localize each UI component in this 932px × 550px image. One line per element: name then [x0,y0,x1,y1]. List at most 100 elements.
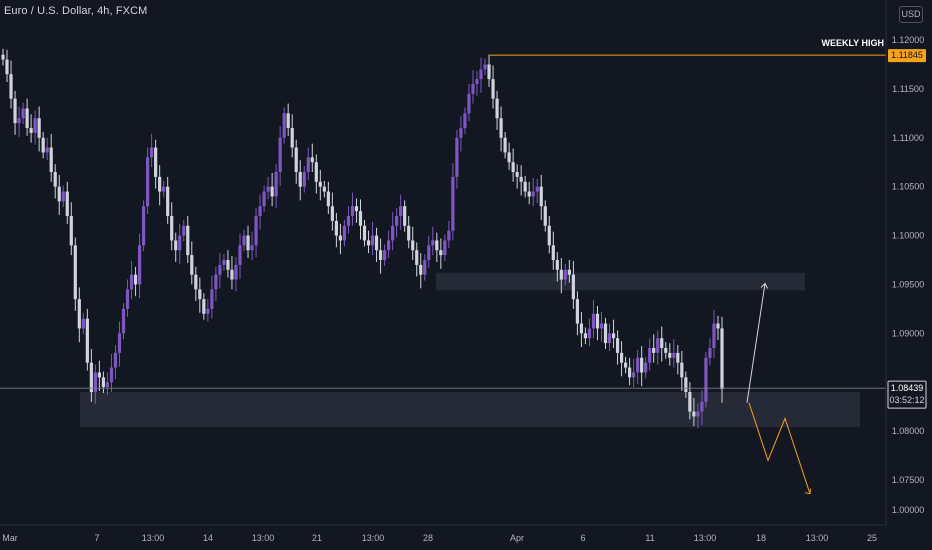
candle-body [81,318,85,329]
candle-body [350,206,355,216]
candle-body [395,216,399,226]
candle-body [234,264,238,280]
candle-body [555,260,559,270]
time-tick-label: 13:00 [806,533,829,543]
weekly-high-annotation: WEEKLY HIGH 1.11845 [821,38,926,63]
candle-body [258,206,262,216]
candle-body [101,377,106,388]
time-tick-label: 13:00 [694,533,717,543]
candle-body [250,245,254,251]
candle-body [708,348,712,358]
weekly-high-label: WEEKLY HIGH [821,38,884,48]
candle-body [190,255,194,275]
candle-body [254,216,258,246]
candle-body [290,128,294,148]
candle-body [77,299,81,329]
candle-body [640,357,644,373]
candle-body [483,64,487,70]
weekly-high-price-tag: 1.11845 [891,50,923,60]
candle-body [1,54,5,60]
candle-body [471,84,475,94]
candle-body [298,172,302,187]
time-tick-label: Apr [510,533,524,543]
time-tick-label: 18 [756,533,766,543]
candle-body [278,137,282,172]
candle-body [242,235,246,246]
candle-body [170,216,174,241]
candle-body [511,162,515,172]
candle-body [49,147,53,172]
bar-countdown-label: 03:52:12 [889,395,924,405]
candle-body [154,147,158,177]
candle-body [543,206,547,226]
price-tick-label: 1.11000 [892,133,924,143]
candle-body [491,79,495,99]
candle-body [166,186,170,216]
candle-body [53,172,57,187]
time-tick-label: 14 [203,533,213,543]
candle-body [69,216,73,246]
candle-body [334,220,338,236]
candle-body [411,240,415,251]
candle-body [330,206,334,221]
time-tick-label: 6 [580,533,585,543]
candle-body [563,269,567,280]
candle-body [720,328,724,390]
candle-body [45,147,49,153]
price-zone [80,392,860,428]
projection-up-arrow [746,283,766,403]
candle-body [141,206,146,246]
candle-body [13,98,17,124]
candle-body [286,113,290,128]
candle-body [222,260,226,265]
currency-button[interactable]: USD [899,6,923,23]
candle-body [186,225,190,256]
candle-body [567,269,571,275]
candle-body [382,250,387,260]
candle-body [121,308,126,334]
candle-body [391,225,395,241]
candle-body [455,137,459,177]
candle-body [399,206,403,216]
candle-body [479,69,483,80]
price-tick-label: 1.10500 [892,182,925,192]
symbol-title[interactable]: Euro / U.S. Dollar, 4h, FXCM [4,5,148,17]
candle-body [89,362,93,392]
time-tick-label: 21 [312,533,322,543]
candle-body [162,186,166,192]
price-tick-label: 1.08000 [892,426,925,436]
candle-body [158,176,162,192]
candle-body [451,176,455,231]
candle-body [636,357,640,373]
candle-body [210,289,214,309]
candle-body [487,64,491,80]
price-tick-label: 1.10000 [892,231,925,241]
candle-body [591,313,596,329]
candle-body [648,348,652,363]
candle-body [266,186,270,192]
candle-body [218,264,222,275]
candle-body [61,191,65,202]
time-tick-label: 13:00 [362,533,385,543]
candle-body [310,157,314,163]
candle-body [33,118,37,133]
candle-body [407,225,411,241]
price-zone [436,272,805,291]
candle-body [692,411,696,417]
candle-body [109,367,114,383]
candle-body [656,338,660,353]
candle-body [41,137,45,153]
price-axis[interactable]: 1.12000 1.11500 1.11000 1.10500 1.10000 1.095… [892,35,925,515]
candle-body [314,162,318,182]
time-axis[interactable]: Mar 7 13:00 14 13:00 21 13:00 28 Apr 6 11 13:00 18 13… [2,533,877,543]
candle-body [423,260,427,275]
candle-body [463,113,467,128]
candle-body [129,274,134,290]
candle-body [57,186,61,202]
candle-body [5,59,9,75]
candle-body [523,181,527,192]
time-tick-label: 7 [94,533,99,543]
projection-up-arrowhead [760,282,768,289]
current-price-tag: 1.08439 03:52:12 [887,380,927,409]
